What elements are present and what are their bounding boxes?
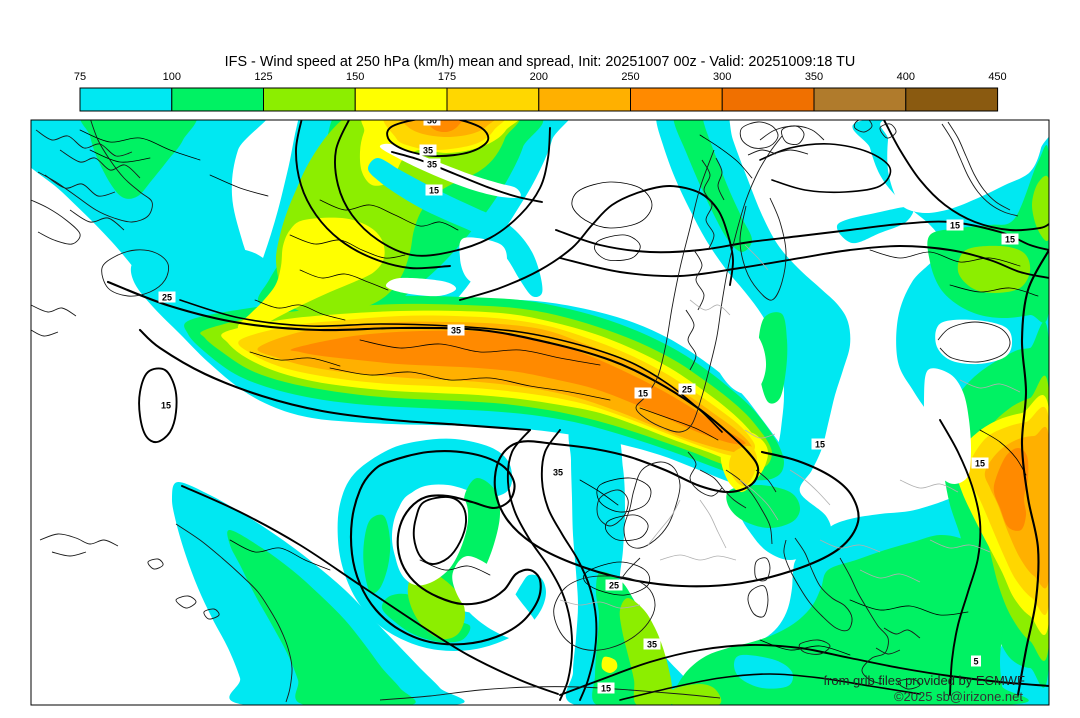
svg-text:450: 450 [988, 71, 1006, 83]
svg-text:15: 15 [429, 186, 439, 196]
svg-text:30: 30 [427, 116, 437, 126]
svg-text:35: 35 [647, 640, 657, 650]
svg-text:35: 35 [451, 326, 461, 336]
svg-text:35: 35 [553, 468, 563, 478]
svg-text:©2025 sb@irizone.net: ©2025 sb@irizone.net [894, 689, 1023, 704]
svg-text:25: 25 [609, 581, 619, 591]
svg-text:100: 100 [163, 71, 181, 83]
svg-text:35: 35 [427, 160, 437, 170]
svg-text:175: 175 [438, 71, 456, 83]
svg-text:5: 5 [973, 657, 978, 667]
svg-text:25: 25 [682, 385, 692, 395]
svg-text:15: 15 [950, 221, 960, 231]
svg-text:15: 15 [975, 459, 985, 469]
svg-text:350: 350 [805, 71, 823, 83]
svg-text:150: 150 [346, 71, 364, 83]
svg-text:15: 15 [815, 440, 825, 450]
svg-text:300: 300 [713, 71, 731, 83]
svg-text:15: 15 [601, 684, 611, 694]
svg-text:125: 125 [254, 71, 272, 83]
svg-text:35: 35 [423, 146, 433, 156]
svg-text:15: 15 [1005, 235, 1015, 245]
svg-text:250: 250 [621, 71, 639, 83]
svg-text:200: 200 [530, 71, 548, 83]
svg-text:15: 15 [161, 401, 171, 411]
svg-text:400: 400 [897, 71, 915, 83]
svg-text:25: 25 [162, 293, 172, 303]
svg-text:from grib files provided by EC: from grib files provided by ECMWF [823, 673, 1025, 688]
svg-text:75: 75 [74, 71, 86, 83]
svg-text:IFS - Wind speed at 250 hPa (k: IFS - Wind speed at 250 hPa (km/h) mean … [225, 54, 856, 70]
svg-text:15: 15 [638, 389, 648, 399]
